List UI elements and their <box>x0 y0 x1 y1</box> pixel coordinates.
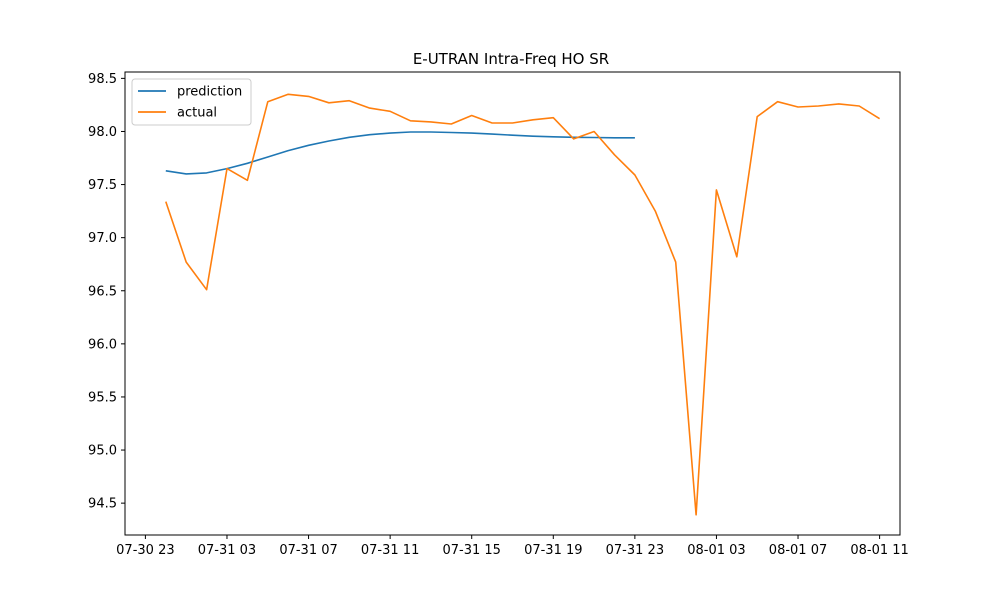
x-tick-label: 08-01 07 <box>769 543 827 558</box>
x-tick-label: 07-31 19 <box>524 543 582 558</box>
legend-label-actual: actual <box>177 106 217 121</box>
legend: prediction actual <box>131 78 252 126</box>
x-axis: 07-30 23 07-31 03 07-31 07 07-31 11 07-31 15… <box>116 535 909 558</box>
y-tick-label: 95.5 <box>88 390 117 405</box>
y-tick-label: 98.0 <box>88 125 117 140</box>
x-tick-label: 07-31 23 <box>606 543 664 558</box>
y-tick-label: 95.0 <box>88 444 117 459</box>
y-tick-label: 97.0 <box>88 231 117 246</box>
plot-area-frame <box>124 71 901 536</box>
x-tick-label: 08-01 03 <box>687 543 745 558</box>
series-line-actual <box>165 93 881 516</box>
plot-lines <box>165 93 881 516</box>
y-tick-label: 97.5 <box>88 178 117 193</box>
y-tick-label: 98.5 <box>88 72 117 87</box>
x-tick-label: 07-31 11 <box>361 543 419 558</box>
y-tick-label: 96.5 <box>88 284 117 299</box>
y-axis: 94.5 95.0 95.5 96.0 96.5 97.0 97.5 98.0 98.5 <box>88 72 125 512</box>
x-tick-label: 07-30 23 <box>116 543 174 558</box>
legend-label-prediction: prediction <box>177 85 242 100</box>
y-tick-label: 94.5 <box>88 497 117 512</box>
chart-title: E-UTRAN Intra-Freq HO SR <box>413 50 609 68</box>
x-tick-label: 08-01 11 <box>850 543 908 558</box>
series-line-prediction <box>165 131 635 175</box>
x-tick-label: 07-31 03 <box>198 543 256 558</box>
x-tick-label: 07-31 15 <box>442 543 500 558</box>
y-tick-label: 96.0 <box>88 337 117 352</box>
x-tick-label: 07-31 07 <box>279 543 337 558</box>
